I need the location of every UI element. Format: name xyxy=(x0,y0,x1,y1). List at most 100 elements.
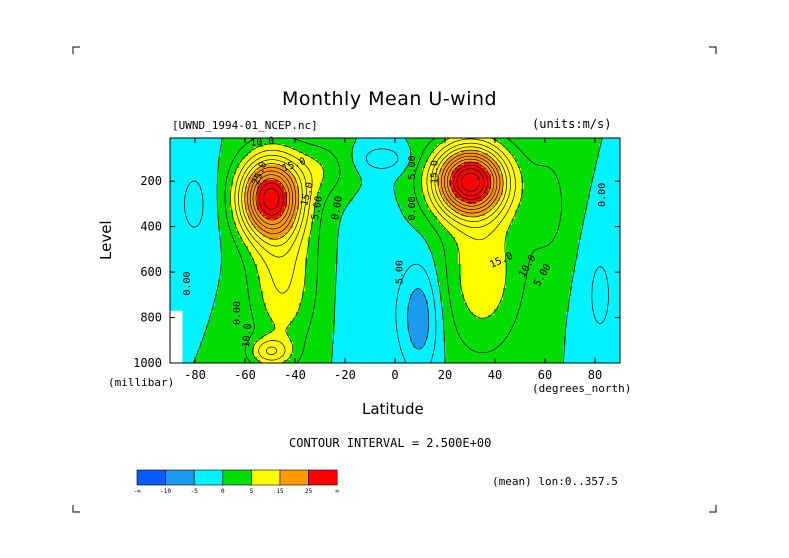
field-cell xyxy=(419,225,423,229)
field-cell xyxy=(452,156,456,160)
field-cell xyxy=(407,147,411,151)
field-cell xyxy=(608,228,612,232)
field-cell xyxy=(206,192,210,196)
field-cell xyxy=(485,141,489,145)
field-cell xyxy=(173,180,177,184)
field-cell xyxy=(389,216,393,220)
field-cell xyxy=(290,198,294,202)
field-cell xyxy=(209,207,213,211)
field-cell xyxy=(185,177,189,181)
field-cell xyxy=(467,150,471,154)
field-cell xyxy=(389,156,393,160)
field-cell xyxy=(227,174,231,178)
field-cell xyxy=(596,213,600,217)
field-cell xyxy=(227,237,231,241)
field-cell xyxy=(575,228,579,232)
field-cell xyxy=(308,225,312,229)
field-cell xyxy=(467,174,471,178)
field-cell xyxy=(185,213,189,217)
field-cell xyxy=(188,216,192,220)
field-cell xyxy=(614,204,618,208)
field-cell xyxy=(188,237,192,241)
field-cell xyxy=(362,144,366,148)
field-cell xyxy=(356,156,360,160)
field-cell xyxy=(467,216,471,220)
field-cell xyxy=(218,156,222,160)
field-cell xyxy=(608,168,612,172)
field-cell xyxy=(500,186,504,190)
field-cell xyxy=(458,216,462,220)
field-cell xyxy=(299,204,303,208)
field-cell xyxy=(596,219,600,223)
field-cell xyxy=(221,210,225,214)
field-cell xyxy=(356,195,360,199)
field-cell xyxy=(374,141,378,145)
field-cell xyxy=(383,195,387,199)
field-cell xyxy=(482,228,486,232)
field-cell xyxy=(575,147,579,151)
field-cell xyxy=(206,156,210,160)
field-cell xyxy=(371,183,375,187)
field-cell xyxy=(548,156,552,160)
field-cell xyxy=(371,150,375,154)
field-cell xyxy=(206,159,210,163)
field-cell xyxy=(224,177,228,181)
field-cell xyxy=(575,201,579,205)
field-cell xyxy=(575,192,579,196)
field-cell xyxy=(362,234,366,238)
field-cell xyxy=(314,219,318,223)
field-cell xyxy=(536,183,540,187)
field-cell xyxy=(251,147,255,151)
field-cell xyxy=(287,195,291,199)
field-cell xyxy=(503,156,507,160)
field-cell xyxy=(446,216,450,220)
field-cell xyxy=(245,207,249,211)
field-cell xyxy=(527,198,531,202)
field-cell xyxy=(239,153,243,157)
field-cell xyxy=(479,231,483,235)
field-cell xyxy=(545,156,549,160)
field-cell xyxy=(455,183,459,187)
field-cell xyxy=(245,159,249,163)
field-cell xyxy=(386,192,390,196)
field-cell xyxy=(527,192,531,196)
field-cell xyxy=(314,204,318,208)
field-cell xyxy=(200,222,204,226)
field-cell xyxy=(377,198,381,202)
field-cell xyxy=(413,138,417,142)
field-cell xyxy=(299,234,303,238)
field-cell xyxy=(614,228,618,232)
field-cell xyxy=(353,222,357,226)
field-cell xyxy=(266,156,270,160)
field-cell xyxy=(374,228,378,232)
field-cell xyxy=(335,150,339,154)
field-cell xyxy=(404,159,408,163)
field-cell xyxy=(248,204,252,208)
field-cell xyxy=(305,144,309,148)
field-cell xyxy=(239,231,243,235)
field-cell xyxy=(389,192,393,196)
field-cell xyxy=(521,219,525,223)
field-cell xyxy=(470,180,474,184)
field-cell xyxy=(596,165,600,169)
field-cell xyxy=(437,213,441,217)
field-cell xyxy=(353,231,357,235)
field-cell xyxy=(509,153,513,157)
field-cell xyxy=(179,207,183,211)
field-cell xyxy=(371,201,375,205)
field-cell xyxy=(338,198,342,202)
field-cell xyxy=(401,147,405,151)
field-cell xyxy=(323,231,327,235)
field-cell xyxy=(371,177,375,181)
field-cell xyxy=(236,189,240,193)
field-cell xyxy=(380,189,384,193)
field-cell xyxy=(611,213,615,217)
field-cell xyxy=(212,144,216,148)
field-cell xyxy=(524,219,528,223)
field-cell xyxy=(188,153,192,157)
field-cell xyxy=(506,150,510,154)
field-cell xyxy=(362,183,366,187)
field-cell xyxy=(185,150,189,154)
field-cell xyxy=(428,138,432,142)
field-cell xyxy=(377,186,381,190)
